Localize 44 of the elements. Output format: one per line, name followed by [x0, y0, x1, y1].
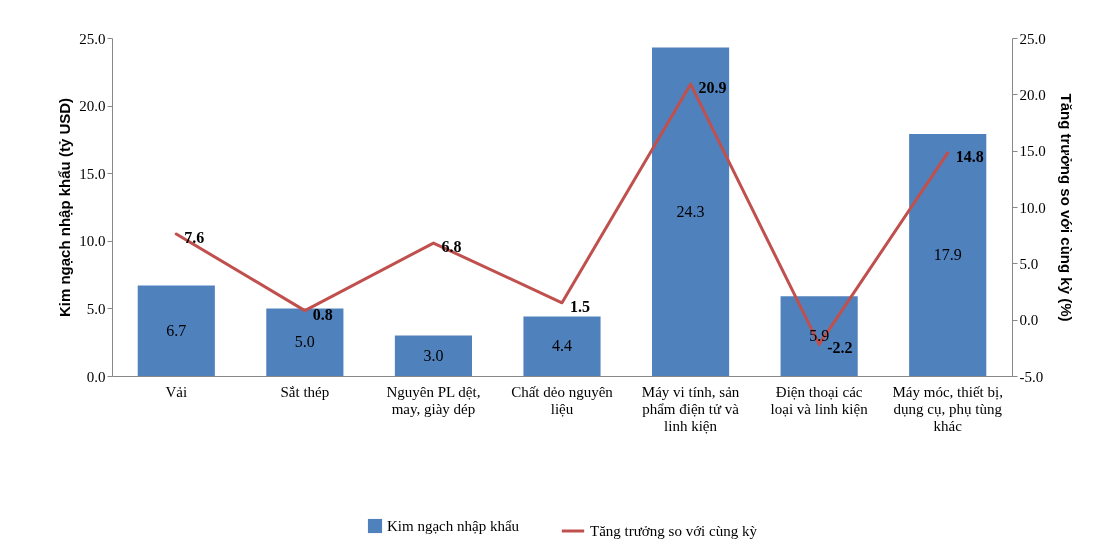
bar [780, 296, 858, 376]
data-label: -2.2 [827, 339, 853, 357]
data-label: 24.3 [676, 202, 705, 220]
y2-tick-label: 15.0 [1019, 143, 1046, 160]
y-tick-label: 0.0 [86, 368, 106, 385]
bar [652, 47, 730, 376]
data-label: 14.8 [955, 147, 984, 165]
y2-tick-label: 25.0 [1019, 30, 1046, 47]
data-label: 5.0 [294, 333, 315, 351]
data-label: 7.6 [184, 229, 205, 247]
data-label: 6.7 [166, 321, 187, 339]
y-axis-title: Kim ngạch nhập khẩu (tỷ USD) [56, 97, 74, 318]
x-tick-label: Sắt thép [280, 383, 330, 400]
bar [523, 316, 601, 376]
y-tick-label: 20.0 [79, 98, 106, 115]
bar [394, 335, 472, 376]
y2-tick-label: 5.0 [1019, 255, 1039, 272]
y2-tick-label: -5.0 [1019, 368, 1044, 385]
y-tick-label: 15.0 [79, 165, 106, 182]
y-tick-label: 25.0 [79, 30, 106, 47]
y2-tick-label: 10.0 [1019, 199, 1046, 216]
data-label: 0.8 [312, 305, 333, 323]
y2-tick-label: 0.0 [1019, 312, 1039, 329]
legend-label: Kim ngạch nhập khẩu [387, 518, 520, 534]
x-tick-label: Chất dẻo nguyên liệu [511, 383, 614, 417]
y2-tick-label: 20.0 [1019, 86, 1046, 103]
data-label: 20.9 [698, 79, 727, 97]
data-label: 4.4 [552, 337, 572, 355]
x-tick-label: Máy móc, thiết bị, dụng cụ, phụ tùng khác [892, 383, 1003, 434]
x-tick-label: Điện thoại các loại và linh kiện [770, 383, 869, 417]
x-tick-label: Máy vi tính, sản phẩm điện tử và linh kiện [641, 383, 740, 434]
data-label: 1.5 [570, 297, 590, 315]
x-tick-label: Nguyên PL dệt, may, giày dép [386, 383, 481, 417]
bar [266, 308, 344, 376]
bar [137, 285, 215, 376]
data-label: 3.0 [423, 346, 444, 364]
y2-axis-title: Tăng trưởng so với cùng kỳ (%) [1057, 93, 1075, 322]
legend-label: Tăng trưởng so với cùng kỳ [590, 523, 758, 539]
x-tick-label: Vải [165, 383, 188, 400]
data-label: 6.8 [441, 238, 462, 256]
y-tick-label: 10.0 [79, 233, 106, 250]
bar [909, 133, 987, 376]
y-tick-label: 5.0 [86, 300, 106, 317]
data-label: 17.9 [933, 246, 962, 263]
